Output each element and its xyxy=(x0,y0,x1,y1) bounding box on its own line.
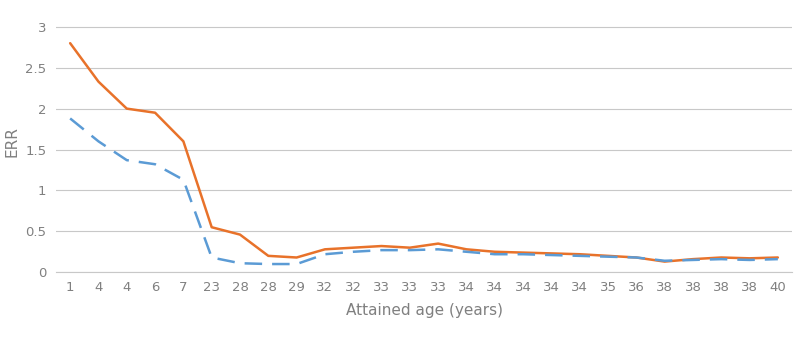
Y-axis label: ERR: ERR xyxy=(5,126,19,157)
X-axis label: Attained age (years): Attained age (years) xyxy=(346,303,502,318)
